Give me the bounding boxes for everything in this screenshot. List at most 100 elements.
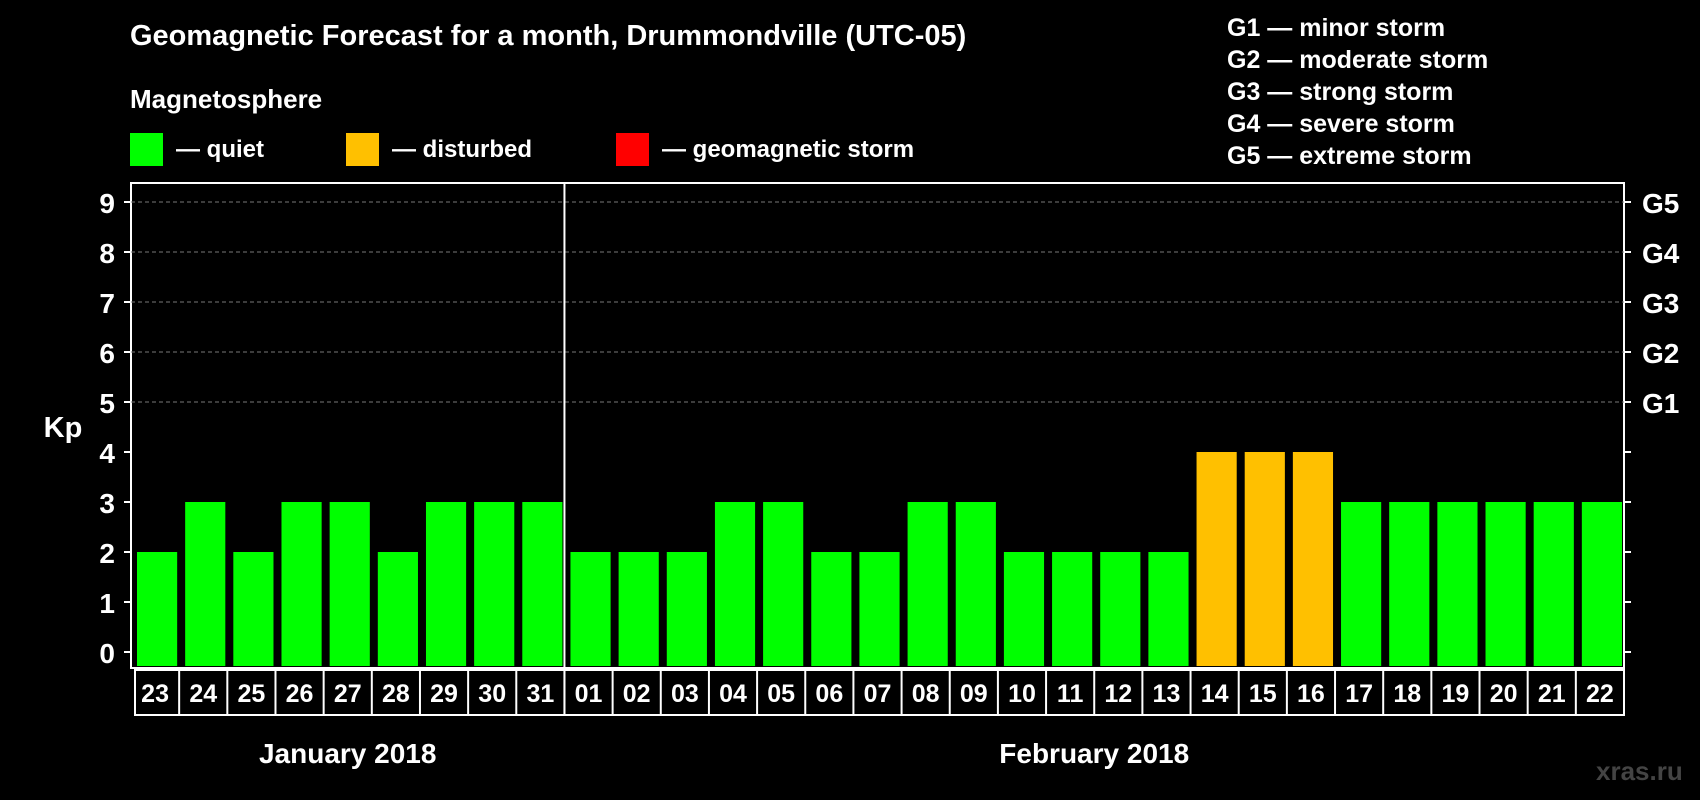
y-axis-label: Kp [44,412,83,444]
x-tick-label: 14 [1201,680,1229,708]
x-tick-label: 23 [141,680,169,708]
right-tick-label: G5 [1642,188,1679,219]
bar [1100,552,1141,666]
bar [859,552,900,666]
y-tick-label: 6 [99,338,115,369]
legend-item-quiet: — quiet [130,133,264,166]
right-tick-label: G1 [1642,388,1679,419]
x-tick-label: 17 [1345,680,1373,708]
y-tick-label: 3 [99,488,115,519]
bar [570,552,611,666]
x-tick-label: 15 [1249,680,1277,708]
bar [714,502,756,666]
bar [955,502,996,666]
x-tick-label: 07 [864,680,892,708]
x-tick-label: 29 [430,680,458,708]
x-tick-label: 27 [334,680,362,708]
bar [763,502,804,666]
x-tick-label: 13 [1153,680,1181,708]
x-tick-label: 05 [767,680,795,708]
x-tick-label: 19 [1442,680,1470,708]
storm-scale-legend: G1 — minor storm G2 — moderate storm G3 … [1227,12,1488,172]
bar [907,502,948,666]
x-tick-label: 03 [671,680,699,708]
legend-swatch-storm [616,133,649,166]
x-tick-label: 06 [815,680,843,708]
bar [1244,452,1285,666]
bar [185,502,226,666]
x-tick-label: 30 [478,680,506,708]
bar [1196,452,1237,666]
bar [233,552,274,666]
status-legend: — quiet — disturbed — geomagnetic storm [130,133,1030,167]
bar [281,502,322,666]
legend-subtitle: Magnetosphere [130,84,323,114]
x-tick-label: 20 [1490,680,1518,708]
bar [1437,502,1478,666]
x-tick-label: 22 [1586,680,1614,708]
x-tick-label: 02 [623,680,651,708]
month-label: January 2018 [259,738,436,769]
x-tick-label: 01 [575,680,603,708]
x-tick-label: 21 [1538,680,1566,708]
y-tick-label: 5 [99,388,115,419]
x-tick-label: 31 [526,680,554,708]
bar [329,502,370,666]
y-tick-label: 8 [99,238,115,269]
bar [522,502,563,666]
storm-scale-g5: G5 — extreme storm [1227,142,1472,170]
bar [618,552,659,666]
storm-scale-g1: G1 — minor storm [1227,14,1446,42]
bar [1581,502,1622,666]
bar [666,552,707,666]
plot-frame [130,182,1625,669]
legend-swatch-quiet [130,133,163,166]
x-tick-label: 10 [1008,680,1036,708]
chart-title: Geomagnetic Forecast for a month, Drummo… [130,20,967,52]
legend-item-disturbed: — disturbed [346,133,532,166]
bar [1003,552,1045,666]
bar [811,552,852,666]
watermark: xras.ru [1596,756,1683,786]
bar [474,502,515,666]
y-tick-label: 1 [99,588,115,619]
y-tick-label: 0 [99,638,115,669]
bar [1485,502,1526,666]
storm-scale-g3: G3 — strong storm [1227,78,1454,106]
right-tick-label: G2 [1642,338,1679,369]
y-tick-label: 9 [99,188,115,219]
bar [1052,552,1093,666]
x-tick-label: 12 [1104,680,1132,708]
month-label: February 2018 [999,738,1189,769]
legend-label-disturbed: — disturbed [392,135,533,163]
x-tick-label: 26 [286,680,314,708]
x-tick-label: 04 [719,680,747,708]
bar [1533,502,1574,666]
x-tick-label: 11 [1057,680,1084,708]
bar [1292,452,1334,666]
x-tick-label: 28 [382,680,410,708]
x-tick-label: 09 [960,680,988,708]
x-tick-label: 25 [237,680,265,708]
storm-scale-g4: G4 — severe storm [1227,110,1455,138]
right-tick-label: G4 [1642,238,1680,269]
legend-label-quiet: — quiet [176,135,264,163]
bar [137,552,178,666]
x-tick-label: 08 [912,680,940,708]
y-tick-label: 7 [99,288,115,319]
legend-item-storm: — geomagnetic storm [616,133,914,166]
x-tick-label: 24 [189,680,217,708]
y-tick-label: 2 [99,538,115,569]
x-tick-label: 16 [1297,680,1325,708]
bar [377,552,418,666]
legend-label-storm: — geomagnetic storm [662,135,915,163]
bar [425,502,467,666]
date-row-frame [134,669,1625,716]
legend-swatch-disturbed [346,133,379,166]
y-tick-label: 4 [99,438,115,469]
bar [1341,502,1382,666]
x-tick-label: 18 [1393,680,1421,708]
bar [1148,552,1189,666]
bar [1389,502,1430,666]
